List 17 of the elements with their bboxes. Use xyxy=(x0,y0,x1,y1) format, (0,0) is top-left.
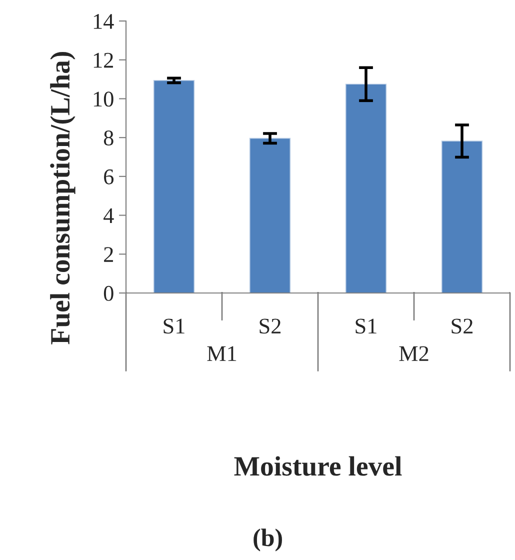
y-tick-label: 6 xyxy=(104,169,114,184)
x-tick-label: S1 xyxy=(164,318,184,334)
y-tick-label: 12 xyxy=(94,52,113,68)
y-tick-label: 2 xyxy=(104,247,113,262)
x-axis-title: Moisture level xyxy=(234,456,402,476)
y-tick-label: 14 xyxy=(94,14,114,29)
text: M1 xyxy=(207,346,236,361)
y-tick-label: 4 xyxy=(104,208,114,223)
x-tick-label: S2 xyxy=(452,318,473,334)
text: (b) xyxy=(254,528,282,552)
x-tick-label: S2 xyxy=(260,318,281,334)
text: M2 xyxy=(399,346,428,361)
y-axis-title: Fuel consumption/(L/ha) xyxy=(50,52,76,344)
y-tick-label: 0 xyxy=(104,286,114,301)
y-tick-label: 8 xyxy=(104,130,114,146)
y-tick-label: 10 xyxy=(94,92,114,107)
x-tick-label: S1 xyxy=(356,318,376,334)
